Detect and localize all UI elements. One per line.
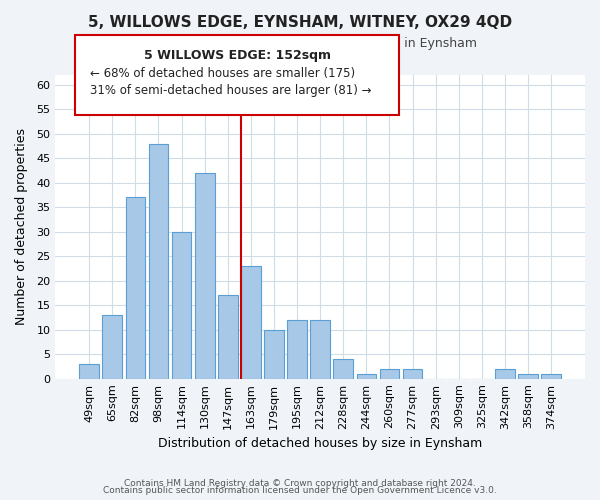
Bar xyxy=(195,173,215,378)
Bar xyxy=(79,364,99,378)
Text: ← 68% of detached houses are smaller (175): ← 68% of detached houses are smaller (17… xyxy=(90,68,355,80)
Bar xyxy=(380,369,399,378)
Bar xyxy=(495,369,515,378)
Bar xyxy=(356,374,376,378)
Text: 5 WILLOWS EDGE: 152sqm: 5 WILLOWS EDGE: 152sqm xyxy=(143,49,331,62)
Bar xyxy=(403,369,422,378)
Bar xyxy=(125,198,145,378)
Bar xyxy=(287,320,307,378)
Bar xyxy=(334,359,353,378)
Bar xyxy=(149,144,169,378)
Text: 5, WILLOWS EDGE, EYNSHAM, WITNEY, OX29 4QD: 5, WILLOWS EDGE, EYNSHAM, WITNEY, OX29 4… xyxy=(88,15,512,30)
Y-axis label: Number of detached properties: Number of detached properties xyxy=(15,128,28,326)
Text: Contains public sector information licensed under the Open Government Licence v3: Contains public sector information licen… xyxy=(103,486,497,495)
Bar xyxy=(172,232,191,378)
Bar xyxy=(218,296,238,378)
Bar xyxy=(541,374,561,378)
Bar xyxy=(310,320,330,378)
Bar xyxy=(264,330,284,378)
X-axis label: Distribution of detached houses by size in Eynsham: Distribution of detached houses by size … xyxy=(158,437,482,450)
Text: Contains HM Land Registry data © Crown copyright and database right 2024.: Contains HM Land Registry data © Crown c… xyxy=(124,478,476,488)
Bar xyxy=(518,374,538,378)
Bar xyxy=(103,315,122,378)
Bar xyxy=(241,266,260,378)
Text: Size of property relative to detached houses in Eynsham: Size of property relative to detached ho… xyxy=(122,38,478,51)
Text: 31% of semi-detached houses are larger (81) →: 31% of semi-detached houses are larger (… xyxy=(90,84,371,97)
